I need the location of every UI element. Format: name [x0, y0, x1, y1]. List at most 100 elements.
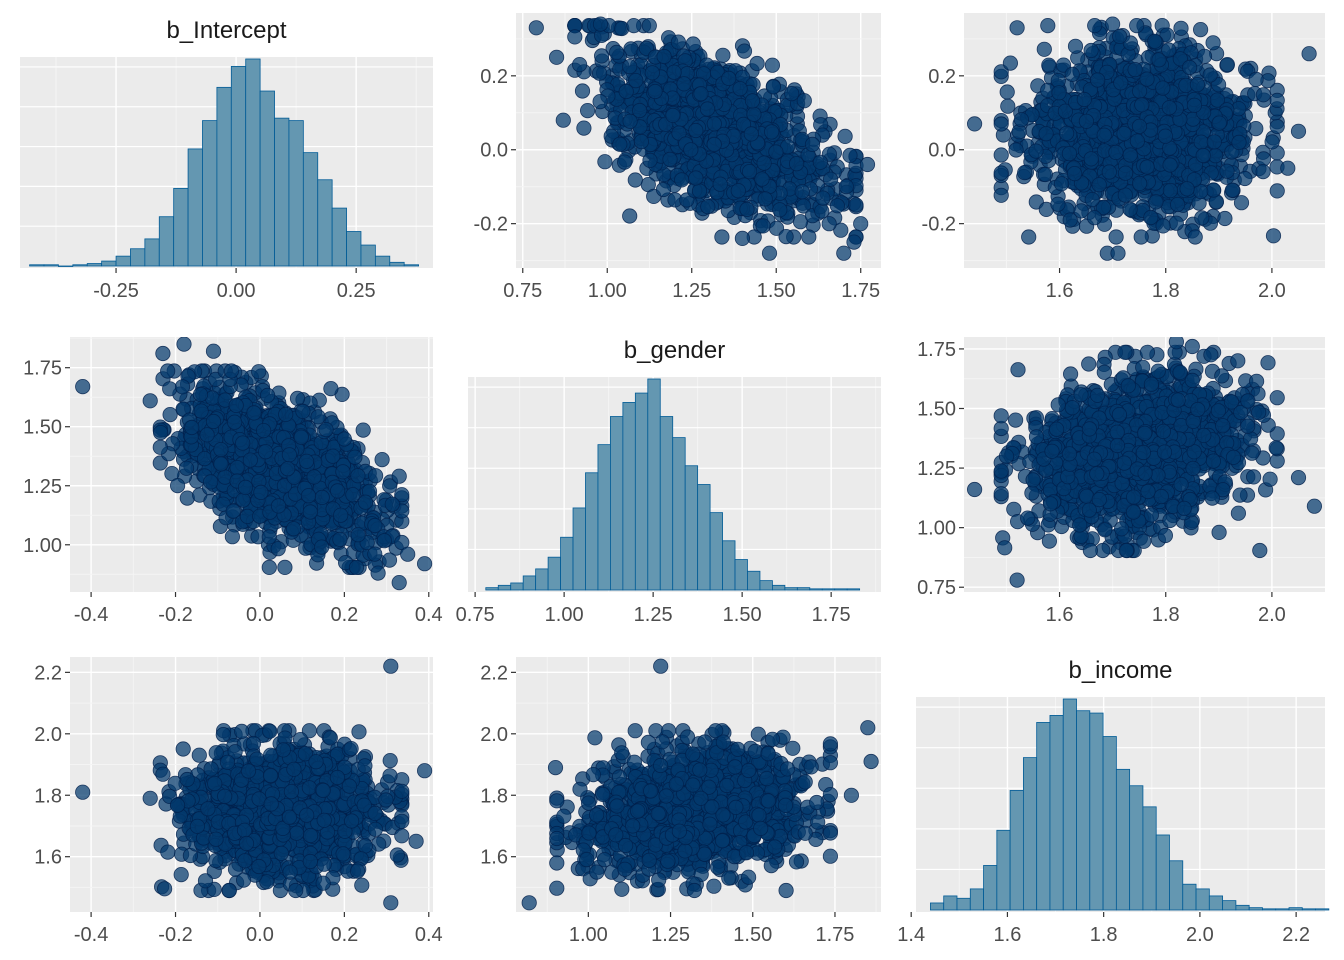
- scatter-point: [993, 165, 1009, 181]
- scatter-point: [350, 527, 366, 543]
- histogram-bar: [522, 575, 537, 591]
- scatter-point: [381, 552, 398, 568]
- scatter-point: [765, 79, 782, 95]
- scatter-point: [622, 208, 638, 224]
- scatter-point: [223, 363, 239, 379]
- panel-6: [964, 337, 1325, 592]
- scatter-point: [693, 86, 709, 102]
- scatter-point: [642, 152, 658, 168]
- scatter-point: [1050, 196, 1066, 212]
- scatter-point: [1193, 134, 1209, 150]
- scatter-point: [391, 468, 407, 484]
- scatter-point: [1127, 61, 1143, 78]
- scatter-point: [744, 93, 761, 109]
- scatter-points: [966, 16, 1317, 261]
- scatter-point: [622, 58, 638, 75]
- scatter-point: [336, 431, 352, 447]
- histogram-bar: [485, 587, 499, 591]
- scatter-point: [1172, 51, 1188, 67]
- histogram-bar: [389, 261, 405, 267]
- scatter-point: [1269, 92, 1285, 109]
- scatter-point: [314, 539, 330, 555]
- scatter-point: [374, 451, 390, 468]
- scatter-point: [229, 459, 245, 476]
- scatter-point: [174, 379, 191, 395]
- scatter-point: [1139, 159, 1155, 175]
- scatter-point: [734, 230, 751, 246]
- scatter-point: [193, 403, 209, 419]
- histogram-bar: [130, 248, 146, 267]
- histogram-bar: [72, 264, 88, 267]
- scatter-point: [1017, 165, 1033, 181]
- scatter-point: [1269, 118, 1285, 135]
- histogram-bar: [43, 264, 59, 267]
- scatter-point: [170, 477, 186, 494]
- scatter-point: [656, 48, 672, 65]
- y-tick-label: 0.2: [928, 66, 956, 88]
- scatter-point: [1083, 42, 1099, 59]
- histogram-bar: [634, 392, 649, 591]
- scatter-point: [842, 147, 858, 163]
- scatter-point: [712, 176, 728, 192]
- scatter-point: [277, 559, 293, 576]
- scatter-point: [75, 378, 91, 395]
- scatter-point: [730, 183, 746, 199]
- scatter-point: [761, 245, 778, 261]
- scatter-point: [1173, 20, 1189, 36]
- scatter-point: [691, 183, 708, 199]
- scatter-point: [833, 222, 849, 238]
- scatter-point: [755, 218, 771, 234]
- scatter-point: [225, 503, 241, 519]
- scatter-point: [1233, 195, 1250, 211]
- histogram-bar: [809, 588, 823, 591]
- scatter-point: [203, 474, 219, 490]
- x-tick-label: 1.50: [723, 604, 762, 626]
- scatter-point: [306, 469, 322, 485]
- scatter-point: [1193, 22, 1209, 38]
- scatter-point: [285, 521, 302, 537]
- scatter-point: [644, 65, 660, 81]
- scatter-point: [821, 216, 837, 232]
- scatter-point: [298, 453, 315, 469]
- scatter-point: [270, 541, 286, 557]
- scatter-point: [160, 363, 176, 379]
- histogram-bar: [331, 207, 347, 267]
- histogram-bar: [115, 255, 131, 267]
- scatter-points: [75, 337, 433, 591]
- scatter-point: [592, 16, 609, 32]
- histogram-bar: [734, 559, 748, 591]
- scatter-point: [416, 556, 433, 572]
- scatter-point: [376, 533, 392, 549]
- histogram-bar: [403, 264, 419, 267]
- scatter-point: [612, 136, 628, 152]
- scatter-point: [1078, 113, 1095, 129]
- x-tick-label: -0.25: [93, 280, 139, 302]
- scatter-point: [796, 93, 812, 109]
- histogram-bar: [846, 588, 861, 591]
- scatter-point: [574, 83, 591, 99]
- scatter-point: [1084, 192, 1100, 208]
- scatter-point: [192, 386, 209, 403]
- x-tick-label: 2.0: [1258, 280, 1286, 302]
- scatter-point: [329, 483, 346, 499]
- scatter-point: [763, 124, 780, 140]
- scatter-point: [674, 172, 690, 188]
- scatter-point: [1161, 42, 1177, 58]
- x-tick-label: 1.6: [1046, 280, 1074, 302]
- scatter-point: [1133, 229, 1149, 245]
- scatter-point: [1101, 164, 1117, 180]
- scatter-point: [178, 460, 195, 476]
- scatter-point: [1265, 228, 1282, 244]
- scatter-point: [647, 83, 663, 100]
- scatter-point: [1219, 163, 1235, 179]
- scatter-point: [253, 484, 269, 500]
- histogram-bar: [647, 378, 661, 591]
- scatter-point: [242, 452, 258, 468]
- scatter-point: [721, 70, 737, 87]
- scatter-point: [1110, 245, 1126, 261]
- scatter-point: [1194, 210, 1210, 226]
- histogram-bar: [497, 584, 512, 591]
- scatter-point: [261, 529, 277, 545]
- x-tick-label: 0.25: [337, 280, 376, 302]
